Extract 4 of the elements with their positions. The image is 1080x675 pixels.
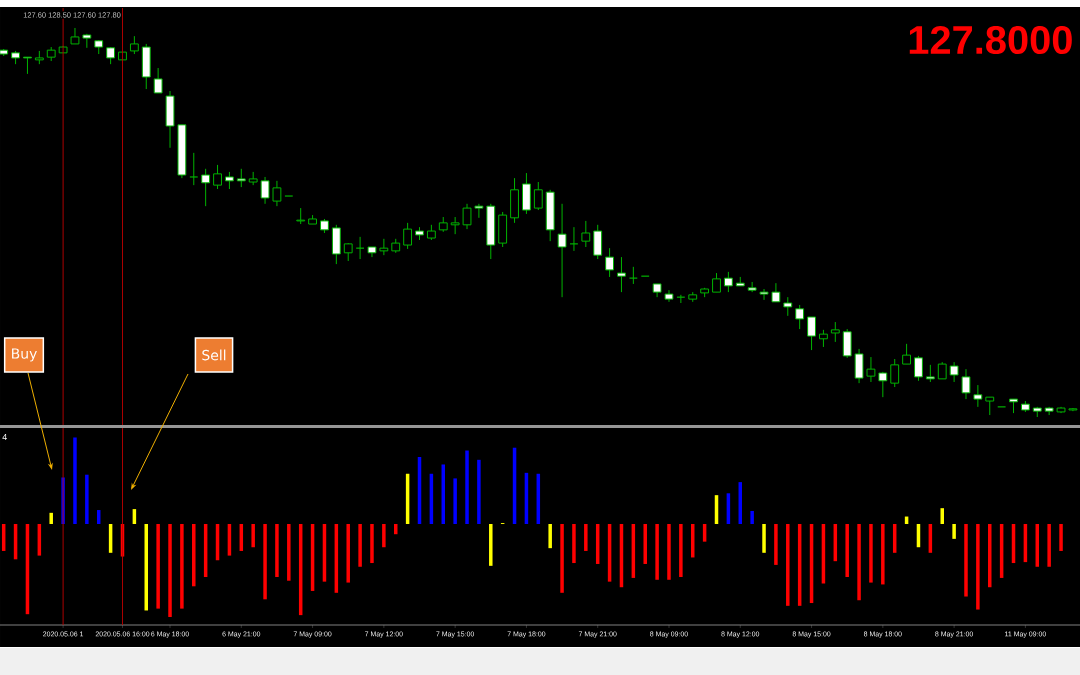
annotation: Sell bbox=[202, 349, 226, 361]
annotation: Buy bbox=[12, 348, 37, 362]
annotation: 4 bbox=[2, 433, 7, 441]
annotation: 127.8000 bbox=[909, 25, 1072, 55]
